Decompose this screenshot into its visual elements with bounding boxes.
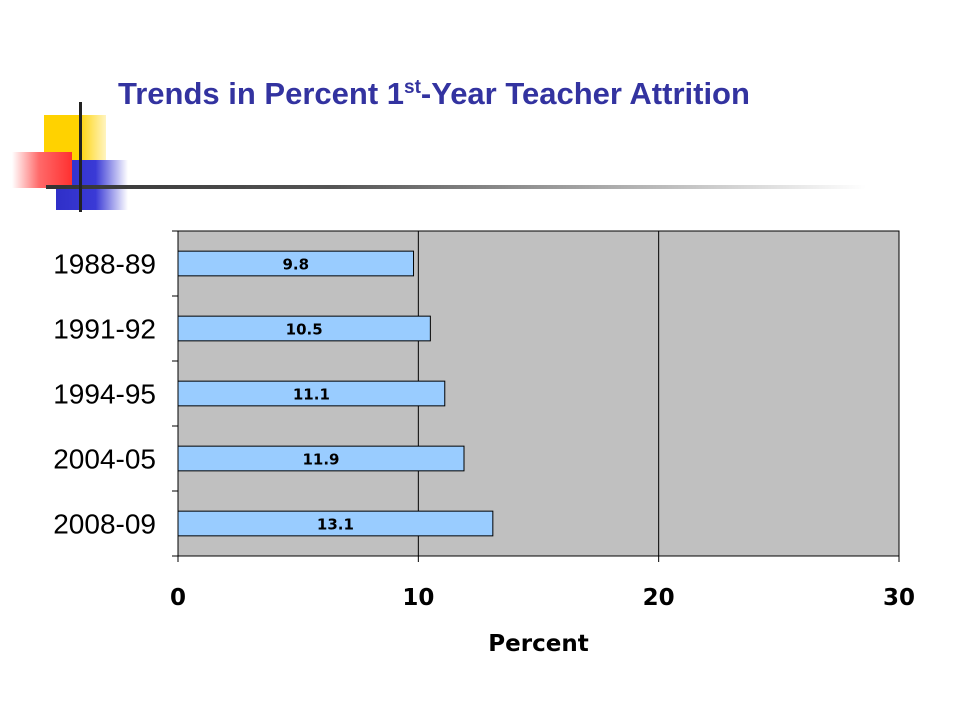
- data-label: 11.9: [302, 451, 339, 469]
- bar: [177, 250, 415, 277]
- bar: [177, 315, 431, 342]
- y-category-label: 1994-95: [53, 379, 156, 410]
- decorative-red-square: [12, 152, 72, 188]
- x-axis-title: Percent: [488, 631, 588, 657]
- x-tick-label: 30: [883, 585, 915, 611]
- y-category-label: 2008-09: [53, 509, 156, 540]
- y-category-label: 1988-89: [53, 249, 156, 280]
- decorative-horizontal-line: [46, 185, 866, 189]
- data-label: 11.1: [293, 386, 330, 404]
- data-label: 9.8: [282, 256, 309, 274]
- x-tick-label: 10: [402, 585, 434, 611]
- title-superscript: st: [404, 77, 421, 98]
- y-category-label: 2004-05: [53, 444, 156, 475]
- title-suffix: -Year Teacher Attrition: [420, 76, 750, 111]
- bar: [177, 510, 494, 537]
- data-label: 13.1: [317, 516, 354, 534]
- title-prefix: Trends in Percent 1: [118, 76, 404, 111]
- bar: [177, 380, 446, 407]
- decorative-vertical-line: [79, 102, 82, 212]
- x-tick-label: 20: [643, 585, 675, 611]
- page-title: Trends in Percent 1st-Year Teacher Attri…: [118, 76, 750, 112]
- bar: [177, 445, 465, 472]
- data-label: 10.5: [286, 321, 323, 339]
- y-category-label: 1991-92: [53, 314, 156, 345]
- x-tick-label: 0: [170, 585, 186, 611]
